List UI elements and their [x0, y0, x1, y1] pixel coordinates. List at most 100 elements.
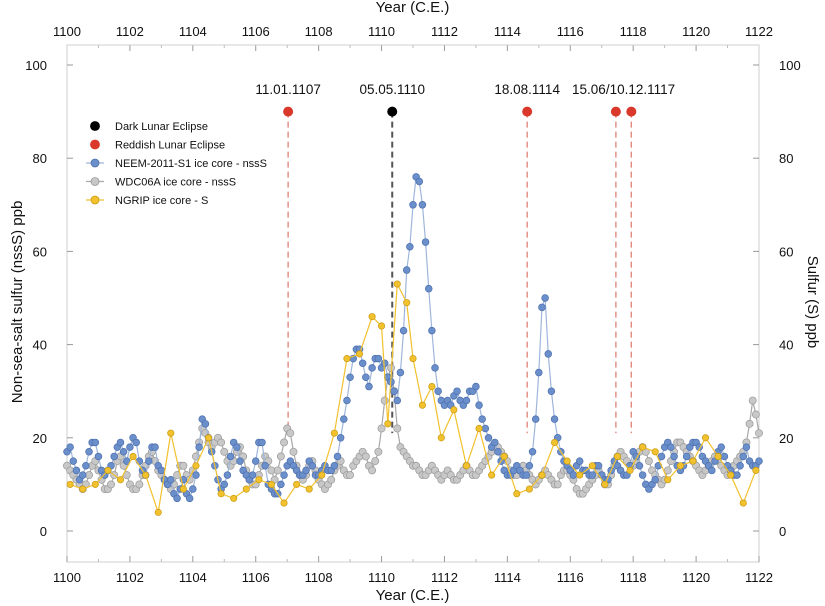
- y-tick-label-left: 20: [33, 431, 47, 446]
- x-tick-label-bottom: 1112: [431, 570, 458, 585]
- x-tick-label-top: 1102: [116, 24, 144, 39]
- y-tick-label-right: 100: [779, 58, 801, 73]
- x-tick-label-top: 1106: [242, 24, 270, 39]
- data-point: [273, 466, 282, 475]
- plot-area: [63, 44, 763, 563]
- data-point: [179, 485, 187, 493]
- data-point: [255, 476, 263, 484]
- data-point: [682, 452, 691, 461]
- data-point: [689, 457, 697, 465]
- data-point: [91, 438, 100, 447]
- data-point: [179, 461, 188, 470]
- data-point: [308, 462, 317, 470]
- legend-marker: [90, 195, 100, 205]
- legend-item: NGRIP ice core - S: [86, 195, 208, 207]
- data-point: [406, 242, 414, 251]
- data-point: [550, 438, 559, 447]
- data-point: [613, 452, 622, 460]
- data-point: [409, 201, 417, 209]
- x-tick-label-top: 1122: [745, 24, 773, 39]
- y-tick-label-left: 80: [33, 151, 47, 166]
- data-point: [358, 359, 367, 367]
- data-point: [475, 424, 483, 433]
- data-point: [481, 424, 490, 433]
- data-point: [399, 326, 408, 335]
- eclipse-date-label: 18.08.1114: [494, 82, 560, 97]
- x-tick-label-bottom: 1122: [745, 570, 773, 585]
- data-point: [638, 471, 647, 479]
- data-point: [733, 471, 741, 479]
- data-point: [201, 420, 210, 428]
- x-tick-label-bottom: 1106: [242, 570, 270, 585]
- data-point: [318, 471, 326, 479]
- y-tick-label-right: 20: [779, 431, 793, 446]
- data-point: [513, 490, 521, 498]
- data-point: [217, 490, 225, 498]
- data-point: [714, 452, 722, 460]
- data-point: [305, 485, 313, 493]
- data-point: [94, 452, 103, 461]
- data-point: [550, 415, 559, 423]
- x-tick-label-bottom: 1104: [179, 570, 207, 585]
- data-point: [755, 429, 763, 438]
- eclipse-date-label: 11.01.1107: [255, 82, 321, 97]
- data-point: [368, 364, 376, 372]
- legend-label: Reddish Lunar Eclipse: [115, 140, 225, 152]
- data-point: [280, 471, 288, 479]
- x-tick-label-bottom: 1120: [682, 570, 710, 585]
- data-point: [727, 471, 735, 479]
- eclipse-marker: [626, 106, 637, 117]
- data-point: [276, 452, 285, 461]
- data-point: [538, 303, 546, 312]
- data-point: [167, 475, 175, 484]
- data-point: [575, 457, 584, 465]
- data-point: [708, 466, 716, 475]
- data-point: [336, 434, 345, 442]
- x-tick-label-top: 1112: [431, 24, 458, 39]
- data-point: [409, 355, 417, 363]
- data-point: [588, 471, 597, 479]
- data-point: [371, 457, 380, 466]
- data-point: [644, 457, 653, 466]
- y-tick-label-left: 60: [33, 244, 47, 259]
- data-point: [478, 415, 486, 423]
- data-point: [236, 457, 244, 465]
- data-point: [119, 448, 128, 456]
- data-point: [676, 462, 684, 470]
- x-axis-top: 1100 1102 1104 1106 1108 1110 1112 1114 1116 1118…: [53, 24, 773, 51]
- data-point: [151, 443, 159, 451]
- data-point: [488, 471, 496, 479]
- data-point: [475, 401, 483, 409]
- x-tick-label-bottom: 1118: [620, 570, 647, 585]
- data-point: [91, 480, 99, 488]
- data-point: [302, 466, 310, 475]
- data-point: [261, 462, 269, 470]
- x-tick-label-top: 1100: [53, 24, 81, 39]
- data-point: [195, 443, 203, 451]
- eclipse-marker: [522, 106, 533, 117]
- data-point: [126, 443, 134, 451]
- data-point: [384, 420, 392, 428]
- data-point: [402, 266, 411, 274]
- data-point: [173, 494, 181, 503]
- x-axis-bottom: 1100 1102 1104 1106 1108 1110 1112 1114 1116 1118…: [53, 556, 773, 585]
- legend-label: NEEM-2011-S1 ice core - nssS: [115, 158, 267, 170]
- data-point: [132, 438, 140, 447]
- data-point: [528, 448, 537, 456]
- x-tick-label-top: 1104: [179, 24, 207, 39]
- eclipse-date-label: 15.06/10.12.1117: [572, 82, 675, 97]
- legend-label: WDC06A ice core - nssS: [115, 177, 236, 189]
- data-point: [563, 457, 571, 465]
- data-point: [745, 419, 754, 428]
- data-point: [157, 466, 166, 475]
- data-point: [522, 471, 530, 479]
- data-point: [657, 452, 666, 461]
- x-tick-label-top: 1108: [305, 24, 333, 39]
- data-point: [116, 476, 125, 484]
- data-point: [428, 382, 436, 391]
- data-point: [415, 177, 424, 186]
- data-point: [500, 452, 508, 460]
- eclipse-marker: [610, 106, 621, 117]
- x-axis-title-top: Year (C.E.): [376, 0, 450, 16]
